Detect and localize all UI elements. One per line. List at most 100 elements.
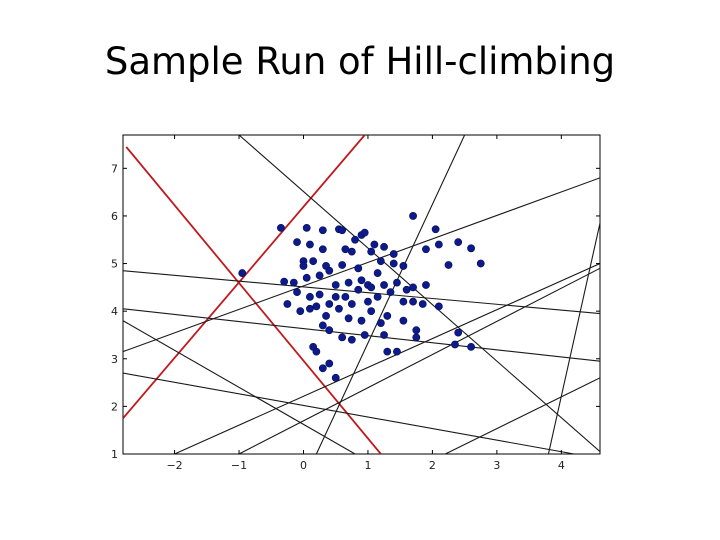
data-point-40: [325, 266, 334, 275]
data-point-8: [360, 228, 369, 237]
data-point-68: [306, 304, 314, 313]
data-point-35: [280, 277, 289, 286]
black-line-6: [123, 372, 575, 454]
data-point-6: [351, 235, 359, 244]
black-line-11: [445, 377, 600, 454]
data-point-72: [344, 314, 353, 323]
data-point-67: [296, 307, 305, 316]
data-point-45: [367, 283, 376, 292]
black-line-4: [123, 270, 600, 315]
y-tick-label-1: 2: [111, 400, 118, 413]
data-point-61: [364, 297, 372, 306]
data-point-38: [302, 273, 311, 282]
x-tick-label-3: 1: [364, 459, 371, 472]
data-point-85: [380, 331, 388, 339]
data-point-87: [451, 340, 459, 349]
data-point-76: [383, 312, 392, 320]
data-point-77: [399, 316, 408, 325]
x-tick-label-6: 4: [558, 459, 565, 472]
data-point-58: [341, 292, 350, 301]
data-point-83: [347, 335, 356, 344]
data-point-95: [331, 373, 340, 382]
data-point-16: [341, 245, 350, 254]
black-line-7: [123, 320, 356, 454]
data-point-32: [376, 257, 385, 266]
data-point-13: [293, 238, 301, 247]
data-point-37: [299, 262, 308, 270]
y-tick-label-2: 3: [111, 353, 118, 366]
data-point-10: [380, 242, 388, 251]
data-point-81: [325, 326, 334, 335]
data-point-36: [289, 278, 298, 287]
data-point-64: [399, 297, 408, 306]
data-point-88: [467, 342, 475, 351]
data-point-34: [399, 262, 408, 270]
data-point-50: [422, 281, 430, 289]
data-point-49: [409, 283, 417, 292]
data-point-84: [360, 331, 369, 339]
data-point-20: [422, 245, 430, 254]
data-point-29: [338, 261, 347, 269]
data-point-65: [409, 297, 417, 306]
data-point-59: [347, 300, 356, 308]
data-point-52: [283, 300, 292, 308]
data-point-23: [467, 244, 475, 253]
data-point-75: [376, 319, 385, 327]
data-point-90: [312, 347, 321, 356]
data-point-1: [277, 223, 285, 232]
data-point-60: [354, 285, 363, 294]
x-tick-label-1: −1: [231, 459, 247, 472]
data-point-12: [431, 225, 440, 234]
data-point-79: [454, 328, 463, 337]
black-line-3: [123, 177, 600, 353]
black-line-10: [238, 267, 600, 454]
data-point-62: [373, 292, 382, 301]
lines-layer: [123, 135, 600, 454]
x-tick-label-0: −2: [166, 459, 182, 472]
data-point-86: [412, 333, 421, 342]
data-point-21: [434, 240, 443, 249]
data-point-54: [306, 292, 314, 301]
slide-title: Sample Run of Hill-climbing: [104, 40, 616, 83]
data-point-48: [402, 285, 411, 294]
y-tick-label-5: 6: [111, 210, 118, 223]
black-line-12: [547, 222, 600, 454]
data-point-43: [357, 276, 366, 285]
y-tick-label-0: 1: [111, 448, 118, 461]
data-point-71: [335, 304, 343, 313]
data-point-22: [454, 238, 463, 247]
data-point-70: [322, 312, 330, 320]
plot-frame: [122, 134, 601, 455]
y-tick-label-3: 4: [111, 305, 118, 318]
data-point-2: [302, 223, 311, 232]
data-point-0: [238, 269, 247, 277]
x-tick-label-4: 2: [429, 459, 436, 472]
black-line-9: [174, 263, 600, 454]
data-point-94: [318, 364, 327, 373]
data-point-78: [412, 326, 421, 335]
data-point-39: [315, 271, 324, 280]
data-point-41: [331, 281, 340, 289]
data-point-80: [318, 321, 327, 330]
data-point-5: [338, 226, 347, 235]
y-tick-label-6: 7: [111, 162, 118, 175]
data-point-69: [312, 302, 321, 311]
data-point-14: [306, 240, 314, 249]
data-point-25: [476, 259, 485, 268]
data-point-63: [386, 288, 395, 297]
data-point-19: [389, 250, 398, 258]
y-tick-label-4: 5: [111, 258, 118, 271]
data-point-30: [354, 264, 363, 273]
data-point-18: [367, 247, 376, 256]
data-point-56: [325, 300, 334, 308]
data-point-73: [357, 316, 366, 325]
data-point-24: [444, 261, 453, 269]
x-tick-label-2: 0: [300, 459, 307, 472]
data-point-91: [383, 347, 392, 356]
data-point-46: [380, 281, 388, 289]
data-point-57: [331, 292, 340, 301]
ticks-layer: −2 −1 0 1 2 3 4 1 2 3 4 5 6 7: [111, 135, 600, 472]
data-point-93: [325, 359, 334, 368]
data-point-66: [418, 300, 427, 308]
